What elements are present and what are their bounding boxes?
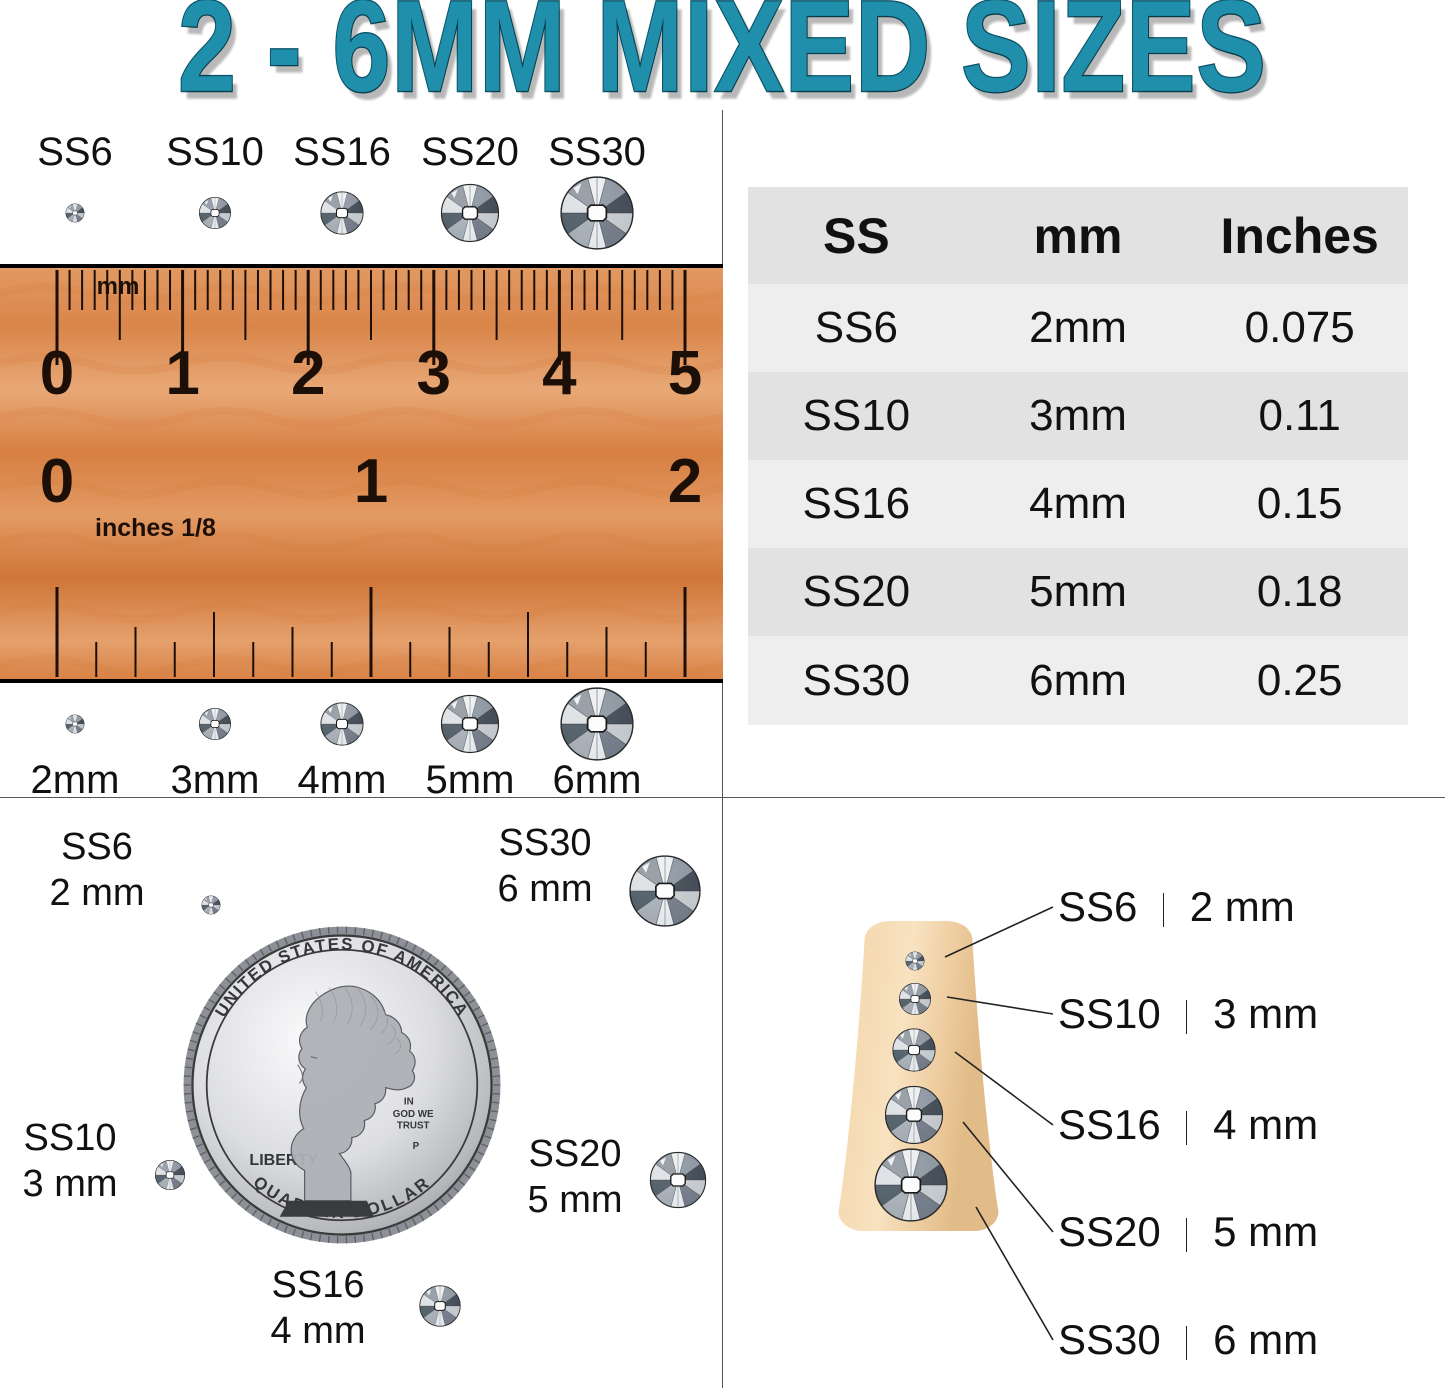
svg-text:mm: mm (97, 273, 140, 300)
svg-text:GOD WE: GOD WE (393, 1109, 434, 1120)
svg-text:1: 1 (165, 339, 199, 408)
svg-text:0: 0 (40, 447, 74, 516)
svg-text:2: 2 (668, 447, 702, 516)
svg-text:1: 1 (354, 447, 388, 516)
svg-text:4: 4 (542, 339, 577, 408)
svg-text:IN: IN (404, 1097, 414, 1108)
svg-text:inches 1/8: inches 1/8 (95, 514, 216, 542)
svg-text:2: 2 (291, 339, 325, 408)
svg-text:0: 0 (40, 339, 74, 408)
svg-text:P: P (413, 1141, 420, 1152)
svg-text:5: 5 (668, 339, 702, 408)
svg-text:TRUST: TRUST (397, 1121, 430, 1132)
svg-text:3: 3 (417, 339, 451, 408)
